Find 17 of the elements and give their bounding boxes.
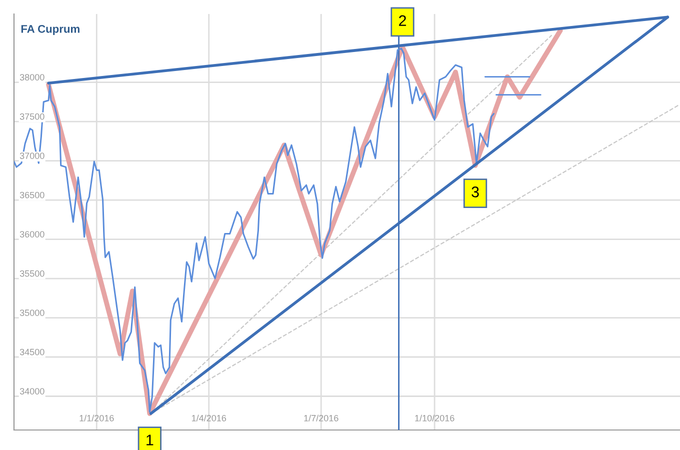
y-tick-label: 36000 bbox=[20, 231, 44, 238]
x-tick-label: 1/4/2016 bbox=[192, 414, 226, 422]
annotation: 1 bbox=[146, 434, 154, 446]
annotation: 2 bbox=[399, 15, 406, 26]
x-tick-label: 1/1/2016 bbox=[80, 414, 114, 422]
y-tick-label: 34000 bbox=[20, 388, 44, 394]
y-tick-label: 35500 bbox=[20, 270, 44, 277]
x-tick-label: 1/10/2016 bbox=[415, 414, 454, 422]
y-tick-label: 37500 bbox=[20, 113, 44, 120]
y-tick-label: 35000 bbox=[20, 310, 44, 316]
x-tick-label: 1/7/2016 bbox=[304, 414, 338, 422]
text: FA Cuprum bbox=[21, 24, 80, 36]
y-tick-label: 38000 bbox=[20, 74, 44, 80]
y-tick-label: 36500 bbox=[20, 192, 44, 198]
annotation: 3 bbox=[472, 186, 479, 198]
y-tick-label: 37000 bbox=[20, 152, 44, 159]
y-tick-label: 34500 bbox=[20, 348, 44, 356]
